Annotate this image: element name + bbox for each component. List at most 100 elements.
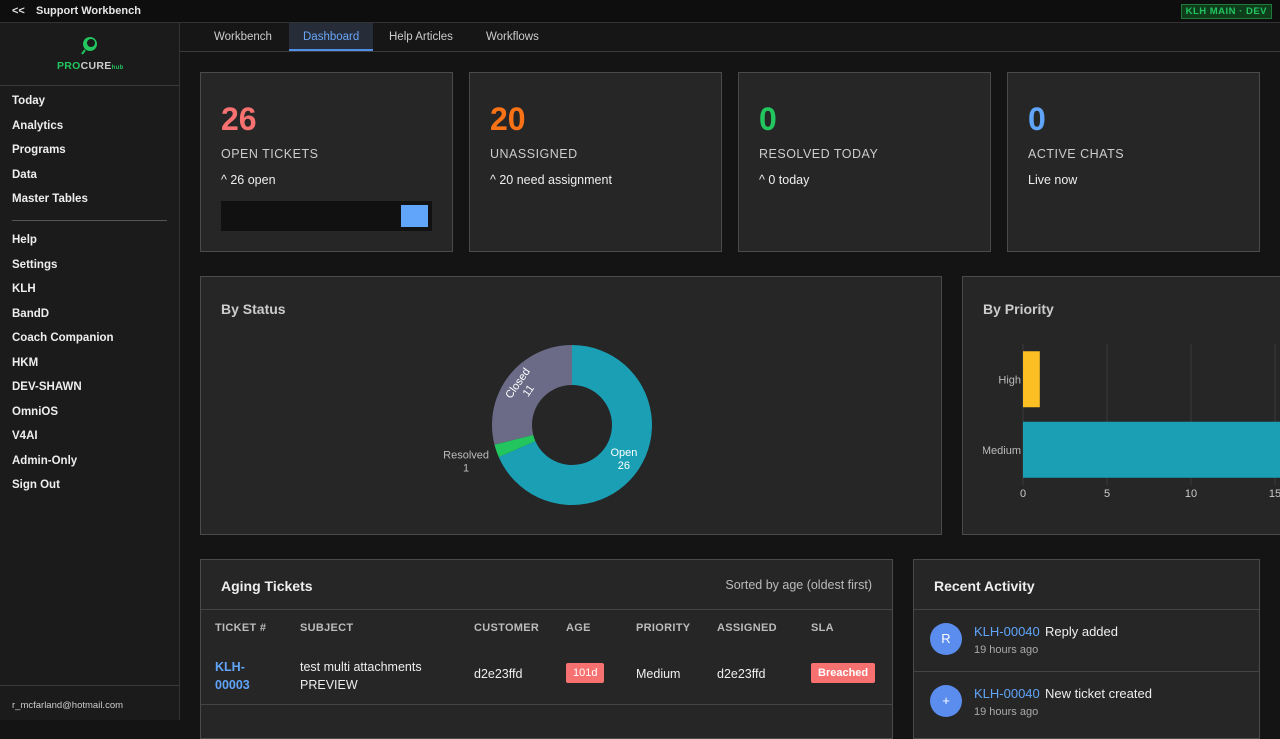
- activity-time: 19 hours ago: [974, 706, 1039, 718]
- logo-cure: CURE: [80, 60, 112, 72]
- stat-card: 0 ACTIVE CHATS Live now: [1007, 72, 1260, 252]
- nav-item[interactable]: OmniOS: [12, 405, 59, 418]
- top-bar: << Support Workbench KLH MAIN · DEV: [0, 0, 1280, 23]
- status-panel: By Status Open 26 Resolved 1 Closed 11: [200, 276, 942, 535]
- app-title: Support Workbench: [36, 5, 141, 17]
- logo: PROCUREhub: [57, 60, 124, 72]
- divider: [914, 609, 1259, 610]
- slice-name: Resolved: [443, 449, 489, 461]
- sort-note: Sorted by age (oldest first): [725, 578, 872, 592]
- activity-time: 19 hours ago: [974, 644, 1039, 656]
- ticket-link[interactable]: KLH-00040: [974, 686, 1040, 701]
- column-header: AGE: [566, 622, 591, 634]
- nav-item[interactable]: Data: [12, 168, 37, 181]
- avatar: R: [930, 623, 962, 655]
- stat-card: 0 RESOLVED TODAY ^ 0 today: [738, 72, 991, 252]
- bar: [1023, 421, 1280, 478]
- pie-slice: [498, 345, 652, 505]
- cell: test multi attachments PREVIEW: [300, 660, 422, 692]
- divider: [914, 671, 1259, 672]
- ticket-link[interactable]: KLH-00003: [215, 660, 250, 692]
- aging-panel: Aging Tickets Sorted by age (oldest firs…: [200, 559, 893, 739]
- cell: 101d: [566, 663, 605, 683]
- activity-text: New ticket created: [1045, 686, 1152, 701]
- x-tick-label: 15: [1269, 488, 1280, 500]
- panel-title: Aging Tickets: [221, 578, 313, 594]
- stat-label: RESOLVED TODAY: [759, 147, 879, 161]
- nav-item[interactable]: Master Tables: [12, 193, 88, 205]
- column-header: PRIORITY: [636, 622, 691, 634]
- divider: [201, 609, 892, 610]
- pie-slice: [494, 434, 536, 458]
- stat-card: 20 UNASSIGNED ^ 20 need assignment: [469, 72, 722, 252]
- stat-value: 0: [759, 101, 777, 137]
- stat-value: 0: [1028, 101, 1046, 137]
- nav-item[interactable]: Coach Companion: [12, 332, 114, 344]
- stat-value: 26: [221, 101, 257, 137]
- sidebar: PROCUREhub Today Analytics Programs Data Mas…: [0, 23, 180, 720]
- stat-note: ^ 20 need assignment: [490, 173, 612, 187]
- nav-item[interactable]: V4AI: [12, 430, 38, 442]
- column-header: TICKET #: [215, 622, 267, 634]
- nav-item[interactable]: Admin-Only: [12, 454, 78, 467]
- slice-value: 26: [618, 460, 630, 472]
- cell: d2e23ffd: [474, 667, 523, 681]
- bar: [1023, 351, 1040, 408]
- slice-value: 11: [521, 383, 537, 399]
- slice-name: Open: [610, 447, 637, 459]
- divider: [12, 220, 167, 221]
- tab-bar: Workbench Dashboard Help Articles Workflows: [180, 23, 1280, 52]
- nav-item[interactable]: Help: [12, 234, 37, 246]
- progress-track: [221, 201, 432, 231]
- tab[interactable]: Help Articles: [389, 31, 453, 43]
- nav-item[interactable]: Settings: [12, 258, 58, 271]
- nav-item[interactable]: Programs: [12, 144, 66, 156]
- nav-item[interactable]: KLH: [12, 283, 36, 295]
- cell: d2e23ffd: [717, 667, 766, 681]
- panel-title: Recent Activity: [934, 578, 1035, 594]
- nav-item[interactable]: DEV-SHAWN: [12, 381, 82, 393]
- y-tick-label: Medium: [983, 445, 1021, 457]
- panel-title: By Priority: [983, 301, 1054, 317]
- column-header: SUBJECT: [300, 622, 354, 634]
- nav-item[interactable]: HKM: [12, 356, 39, 369]
- nav-item[interactable]: Today: [12, 95, 46, 107]
- stat-note: ^ 26 open: [221, 173, 276, 187]
- stat-note: Live now: [1028, 173, 1078, 187]
- priority-panel: By Priority 0 5 10 15 High Medium: [962, 276, 1280, 535]
- y-tick-label: High: [998, 374, 1021, 386]
- slice-value: 1: [463, 462, 469, 474]
- stat-value: 20: [490, 101, 526, 137]
- logo-suffix: hub: [111, 65, 124, 71]
- logo-pro: PRO: [57, 60, 81, 72]
- column-header: CUSTOMER: [474, 622, 540, 634]
- panel-title: By Status: [221, 301, 286, 317]
- progress-fill: [401, 205, 428, 227]
- activity-panel: Recent Activity R KLH-00040 Reply added 19 …: [913, 559, 1260, 739]
- tab[interactable]: Dashboard: [289, 23, 374, 51]
- x-tick-label: 0: [1020, 488, 1026, 500]
- x-tick-label: 5: [1104, 488, 1110, 500]
- divider: [0, 685, 179, 686]
- bar-chart: 0 5 10 15 High Medium: [983, 344, 1280, 500]
- avatar: +: [930, 685, 962, 717]
- cell: Breached: [811, 663, 876, 683]
- column-header: SLA: [811, 622, 834, 634]
- nav-item[interactable]: BandD: [12, 307, 50, 320]
- pie-slice: [492, 345, 572, 445]
- divider: [0, 85, 179, 86]
- back-button[interactable]: <<: [12, 5, 25, 17]
- tab[interactable]: Workbench: [214, 31, 272, 43]
- tab[interactable]: Workflows: [486, 31, 539, 43]
- activity-text: Reply added: [1045, 624, 1118, 639]
- stat-card: 26 OPEN TICKETS ^ 26 open: [200, 72, 453, 252]
- ticket-link[interactable]: KLH-00040: [974, 624, 1040, 639]
- x-tick-label: 10: [1185, 488, 1197, 500]
- nav-item[interactable]: Analytics: [12, 119, 64, 132]
- nav-item[interactable]: Sign Out: [12, 479, 60, 491]
- env-badge: KLH MAIN · DEV: [1180, 4, 1272, 19]
